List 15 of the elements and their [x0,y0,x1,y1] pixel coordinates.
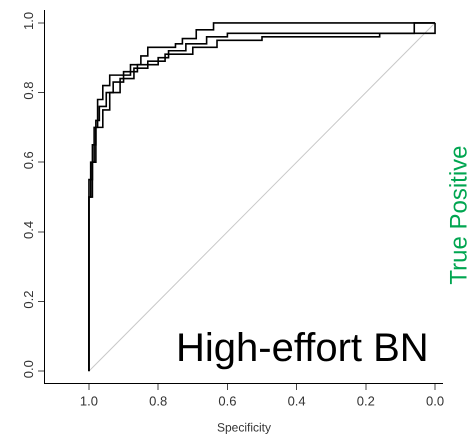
x-tick-label: 0.4 [288,394,306,409]
y-tick-label: 1.0 [20,12,36,30]
x-tick-label: 0.8 [149,394,168,409]
y-tick-label: 0.6 [20,151,36,170]
y-tick-label: 0.0 [20,360,36,378]
x-axis-title: Specificity [216,420,272,434]
y-tick-label: 0.4 [20,220,36,239]
annotation: High-effort BN [176,326,429,370]
x-tick-label: 0.0 [426,394,444,409]
y-tick-label: 0.2 [20,290,36,309]
text: True Positive [445,145,472,285]
x-tick-label: 1.0 [80,394,98,409]
x-tick-label: 0.6 [218,394,236,409]
x-tick-label: 0.2 [356,394,375,409]
y-tick-label: 0.8 [20,82,36,100]
